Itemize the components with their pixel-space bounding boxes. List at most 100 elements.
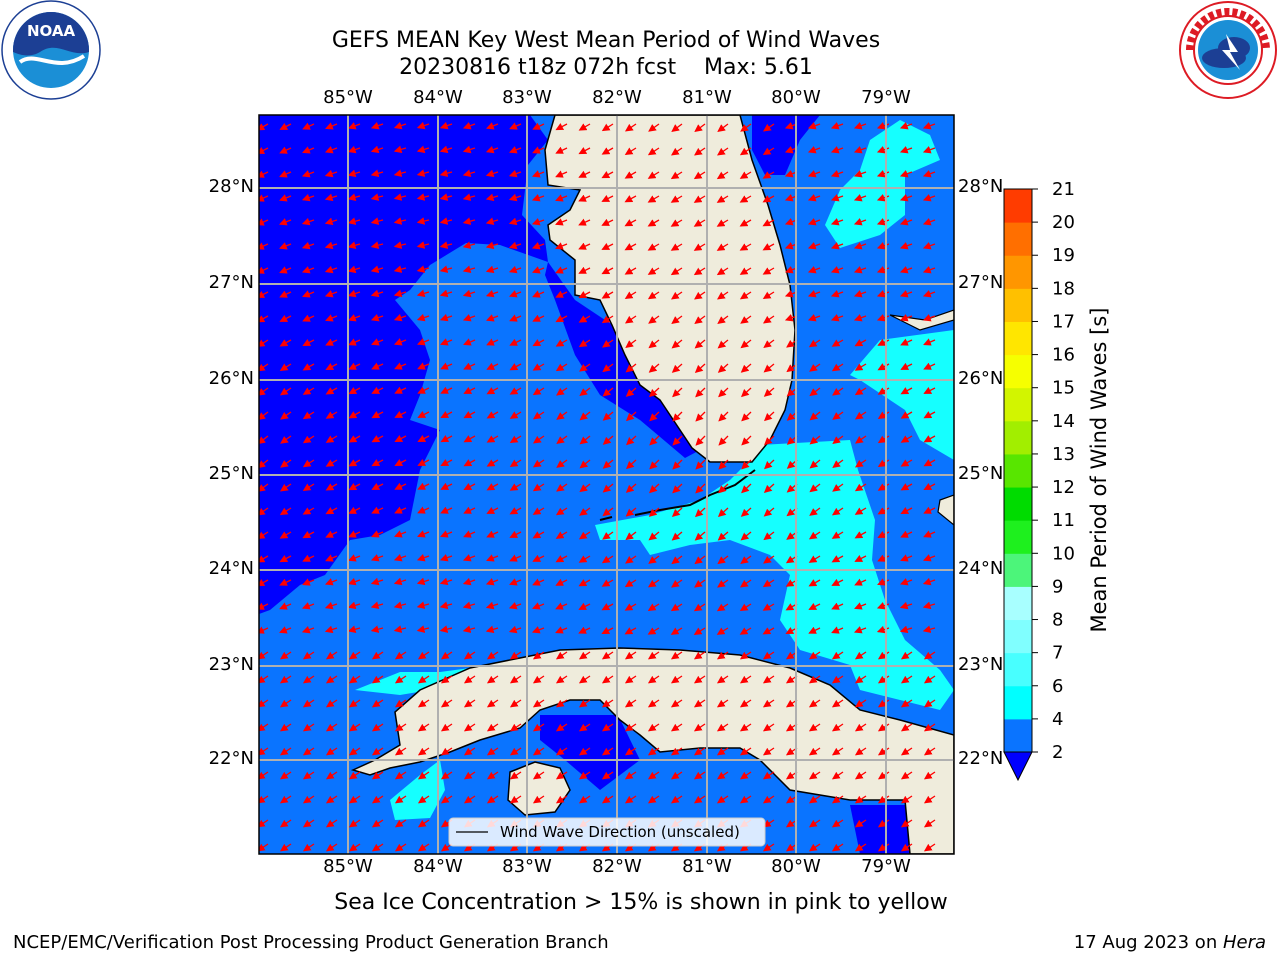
wave-direction-arrow: [876, 170, 890, 178]
wave-direction-arrow: [672, 459, 683, 470]
wave-direction-arrow: [417, 795, 430, 804]
wave-direction-arrow: [463, 675, 476, 684]
wave-direction-arrow: [671, 531, 683, 541]
wave-direction-arrow: [439, 601, 453, 610]
wave-direction-arrow: [694, 291, 706, 300]
wave-direction-arrow: [532, 266, 545, 274]
wave-direction-arrow: [279, 699, 292, 708]
axis-tick-label: 80°W: [771, 87, 821, 108]
wave-direction-arrow: [830, 194, 844, 202]
wave-direction-arrow: [347, 169, 361, 178]
wave-direction-arrow: [302, 435, 315, 444]
wave-direction-arrow: [900, 554, 913, 562]
wave-direction-arrow: [831, 507, 844, 516]
wave-direction-arrow: [417, 434, 430, 442]
wave-direction-arrow: [486, 651, 499, 660]
colorbar-bin: [1004, 255, 1032, 289]
wave-direction-arrow: [808, 602, 821, 610]
colorbar-bin: [1004, 354, 1032, 389]
wave-direction-arrow: [347, 145, 361, 154]
cyan-region-cuba-nw: [355, 668, 470, 695]
wave-direction-arrow: [485, 217, 499, 226]
wave-direction-arrow: [854, 747, 867, 756]
wave-direction-arrow: [555, 194, 568, 202]
wave-direction-arrow: [900, 699, 913, 708]
wave-direction-arrow: [509, 459, 522, 467]
land-andros: [937, 494, 954, 526]
wave-direction-arrow: [716, 627, 729, 635]
axis-tick-label: 27°N: [958, 272, 1004, 293]
wave-direction-arrow: [624, 243, 637, 251]
wave-direction-arrow: [624, 651, 637, 660]
wave-direction-arrow: [371, 699, 384, 708]
wave-direction-arrow: [302, 146, 315, 154]
wave-direction-arrow: [486, 362, 499, 370]
wave-direction-arrow: [509, 675, 522, 684]
wave-direction-arrow: [394, 843, 407, 852]
wave-direction-arrow: [763, 507, 775, 517]
wave-direction-arrow: [808, 651, 821, 660]
wave-direction-arrow: [279, 747, 292, 756]
wave-direction-arrow: [762, 627, 775, 635]
wave-direction-arrow: [694, 123, 706, 133]
wave-direction-arrow: [807, 314, 821, 322]
wave-direction-arrow: [832, 459, 844, 468]
wave-direction-arrow: [695, 411, 706, 422]
wave-direction-arrow: [716, 675, 729, 684]
wave-direction-arrow: [324, 169, 338, 178]
colorbar-tick-label: 2: [1052, 742, 1063, 763]
wave-direction-arrow: [922, 146, 936, 154]
wave-direction-arrow: [718, 411, 729, 422]
wave-direction-arrow: [716, 195, 729, 203]
wave-direction-arrow: [462, 289, 476, 298]
axis-tick-label: 24°N: [958, 558, 1004, 579]
wave-direction-arrow: [279, 290, 292, 298]
wave-direction-arrow: [394, 386, 407, 394]
wave-direction-arrow: [393, 577, 407, 586]
wave-direction-arrow: [301, 602, 315, 610]
wave-direction-arrow: [486, 387, 499, 395]
wave-direction-arrow: [853, 146, 867, 154]
wave-direction-arrow: [624, 627, 637, 635]
wave-direction-arrow: [695, 387, 706, 398]
wave-direction-arrow: [854, 723, 867, 732]
wave-direction-arrow: [877, 699, 890, 708]
wave-direction-arrow: [830, 218, 844, 226]
wave-direction-arrow: [647, 699, 660, 708]
wave-direction-arrow: [695, 483, 706, 494]
wave-direction-arrow: [486, 530, 499, 538]
wave-direction-arrow: [417, 675, 430, 684]
wave-direction-arrow: [739, 603, 752, 612]
wave-direction-arrow: [625, 483, 637, 493]
wave-direction-arrow: [394, 771, 407, 780]
wave-direction-arrow: [462, 193, 476, 201]
wave-direction-arrow: [416, 289, 430, 298]
wave-direction-arrow: [556, 387, 568, 396]
wave-direction-arrow: [371, 723, 384, 732]
wave-direction-arrow: [370, 265, 384, 274]
footer-date-text: 17 Aug 2023 on: [1073, 932, 1223, 953]
wave-direction-arrow: [624, 219, 637, 227]
wave-direction-arrow: [325, 435, 338, 443]
wave-direction-arrow: [741, 411, 752, 422]
wave-direction-arrow: [831, 555, 844, 563]
wave-direction-arrow: [463, 795, 476, 804]
wave-direction-arrow: [463, 435, 476, 443]
wave-direction-arrow: [416, 338, 430, 346]
wave-direction-arrow: [371, 362, 384, 370]
axis-tick-label: 26°N: [208, 368, 254, 389]
wave-direction-arrow: [555, 123, 568, 131]
wave-direction-arrow: [853, 122, 867, 130]
wave-direction-arrow: [900, 435, 913, 443]
wave-direction-arrow: [370, 625, 384, 633]
wave-direction-arrow: [854, 554, 867, 562]
wave-direction-arrow: [877, 747, 890, 756]
wave-direction-arrow: [509, 435, 522, 444]
wave-direction-arrow: [463, 362, 476, 370]
wave-direction-arrow: [324, 601, 338, 610]
axis-tick-label: 85°W: [323, 87, 373, 108]
wave-direction-arrow: [462, 122, 476, 130]
cyan-region-sw: [390, 760, 445, 820]
wave-direction-arrow: [809, 411, 821, 421]
wave-direction-arrow: [509, 795, 522, 804]
